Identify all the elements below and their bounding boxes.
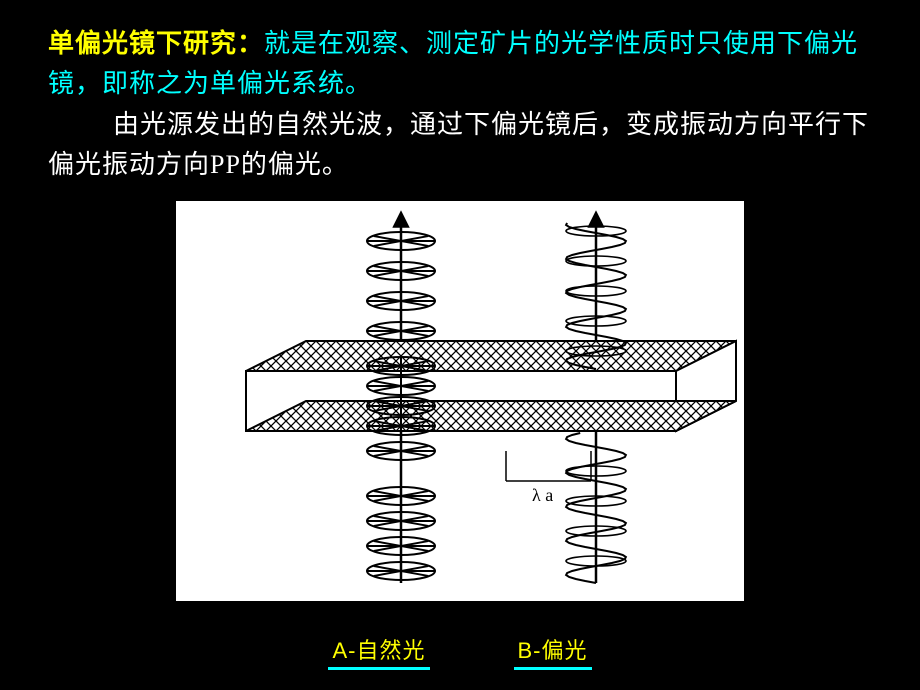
polarizer-svg: λ a: [176, 201, 744, 601]
figure-captions: A-自然光 B-偏光: [0, 633, 920, 670]
title-text: 单偏光镜下研究: [48, 29, 237, 58]
body-text: 由光源发出的自然光波，通过下偏光镜后，变成振动方向平行下偏光振动方向PP的偏光。: [48, 110, 869, 179]
slide-text: 单偏光镜下研究：就是在观察、测定矿片的光学性质时只使用下偏光镜，即称之为单偏光系…: [0, 0, 920, 195]
caption-polarized-light: B-偏光: [514, 633, 592, 670]
caption-natural-light: A-自然光: [328, 633, 429, 670]
title-colon: ：: [237, 29, 264, 58]
polarizer-figure: λ a: [176, 201, 744, 601]
lambda-label: λ a: [532, 485, 553, 505]
